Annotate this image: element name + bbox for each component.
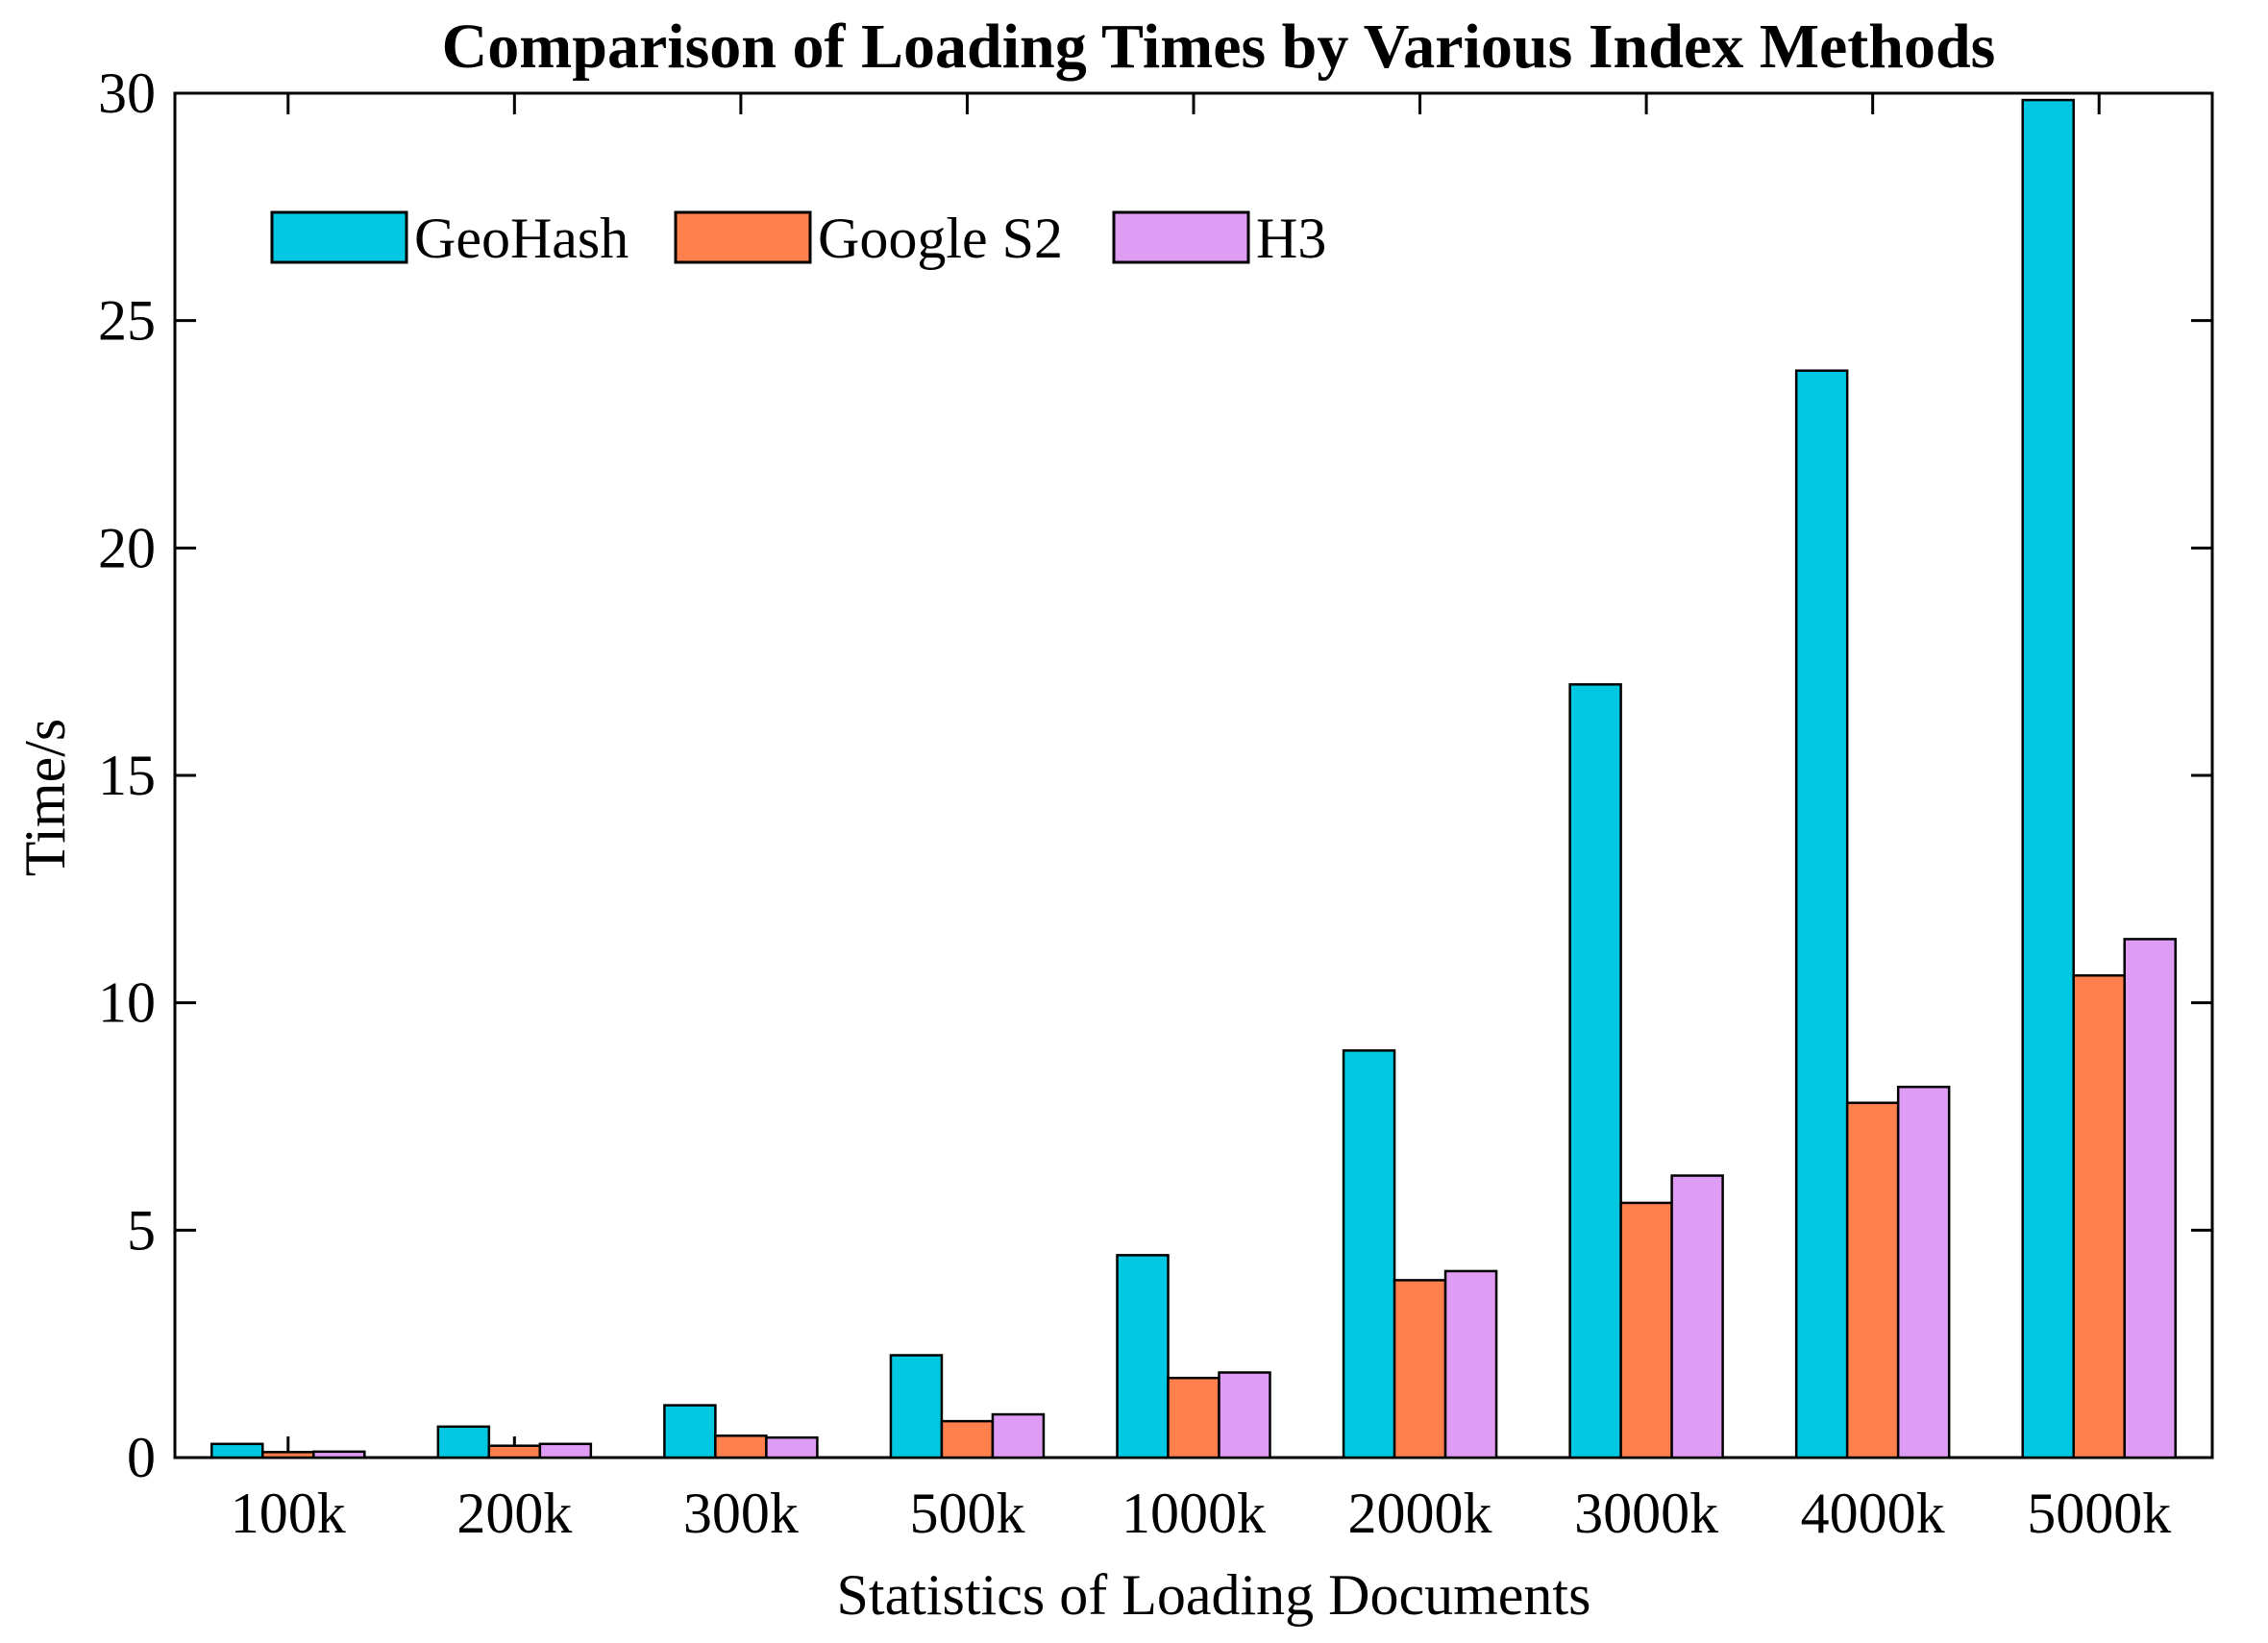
bar-google-s2-4000k	[1845, 1101, 1900, 1459]
y-tick-label: 15	[98, 744, 156, 807]
bar-geohash-3000k	[1568, 683, 1622, 1459]
bar-h3-3000k	[1670, 1174, 1724, 1459]
bar-series-group	[210, 98, 2177, 1459]
legend-swatch-geohash	[270, 210, 408, 264]
legend-swatch-google-s2	[674, 210, 812, 264]
bar-geohash-5000k	[2021, 98, 2075, 1459]
bar-google-s2-1000k	[1167, 1376, 1220, 1459]
y-tick-label: 20	[98, 516, 156, 579]
legend-label-google-s2: Google S2	[818, 207, 1063, 270]
bar-google-s2-3000k	[1619, 1201, 1673, 1459]
bar-h3-500k	[991, 1412, 1046, 1459]
y-tick-label: 25	[98, 289, 156, 353]
bar-google-s2-200k	[487, 1444, 542, 1459]
y-axis-label: Time/s	[13, 719, 77, 877]
x-tick-label: 2000k	[1348, 1482, 1492, 1545]
bar-google-s2-5000k	[2072, 974, 2126, 1459]
bar-geohash-2000k	[1342, 1049, 1396, 1459]
chart-title: Comparison of Loading Times by Various I…	[442, 12, 1996, 82]
x-tick-label: 3000k	[1574, 1482, 1718, 1545]
y-tick-label: 5	[127, 1198, 156, 1262]
bar-google-s2-2000k	[1393, 1279, 1447, 1459]
bar-h3-300k	[765, 1435, 819, 1459]
x-tick-label: 100k	[231, 1482, 346, 1545]
legend: GeoHash Google S2 H3	[270, 207, 1326, 270]
bar-geohash-500k	[889, 1354, 944, 1459]
bar-h3-5000k	[2123, 938, 2177, 1459]
y-tick-label: 0	[127, 1426, 156, 1489]
bar-h3-200k	[538, 1442, 593, 1459]
bar-geohash-300k	[663, 1404, 717, 1459]
bar-h3-2000k	[1443, 1269, 1498, 1459]
x-tick-label: 5000k	[2027, 1482, 2171, 1545]
x-axis-label: Statistics of Loading Documents	[837, 1563, 1591, 1627]
bar-geohash-100k	[210, 1442, 264, 1459]
x-axis: 100k 200k 300k 500k 1000k 2000k 3000k 4000k 5000…	[231, 93, 2171, 1545]
bar-geohash-4000k	[1794, 369, 1849, 1459]
x-tick-label: 300k	[683, 1482, 799, 1545]
legend-label-h3: H3	[1256, 207, 1326, 270]
x-tick-label: 200k	[456, 1482, 572, 1545]
bar-geohash-1000k	[1116, 1254, 1170, 1459]
bar-h3-1000k	[1218, 1371, 1271, 1459]
y-tick-label: 30	[98, 61, 156, 125]
y-tick-label: 10	[98, 971, 156, 1035]
x-tick-label: 4000k	[1801, 1482, 1945, 1545]
bar-google-s2-300k	[714, 1435, 768, 1459]
x-tick-label: 500k	[909, 1482, 1024, 1545]
legend-swatch-h3	[1112, 210, 1250, 264]
bar-h3-4000k	[1896, 1085, 1951, 1459]
legend-label-geohash: GeoHash	[414, 207, 629, 270]
bar-google-s2-500k	[940, 1419, 995, 1459]
bar-google-s2-100k	[261, 1451, 315, 1459]
bar-h3-100k	[312, 1450, 366, 1459]
y-axis: 0 5 10 15 20 25 30	[98, 61, 2212, 1489]
bar-geohash-200k	[436, 1425, 491, 1459]
x-tick-label: 1000k	[1122, 1482, 1266, 1545]
